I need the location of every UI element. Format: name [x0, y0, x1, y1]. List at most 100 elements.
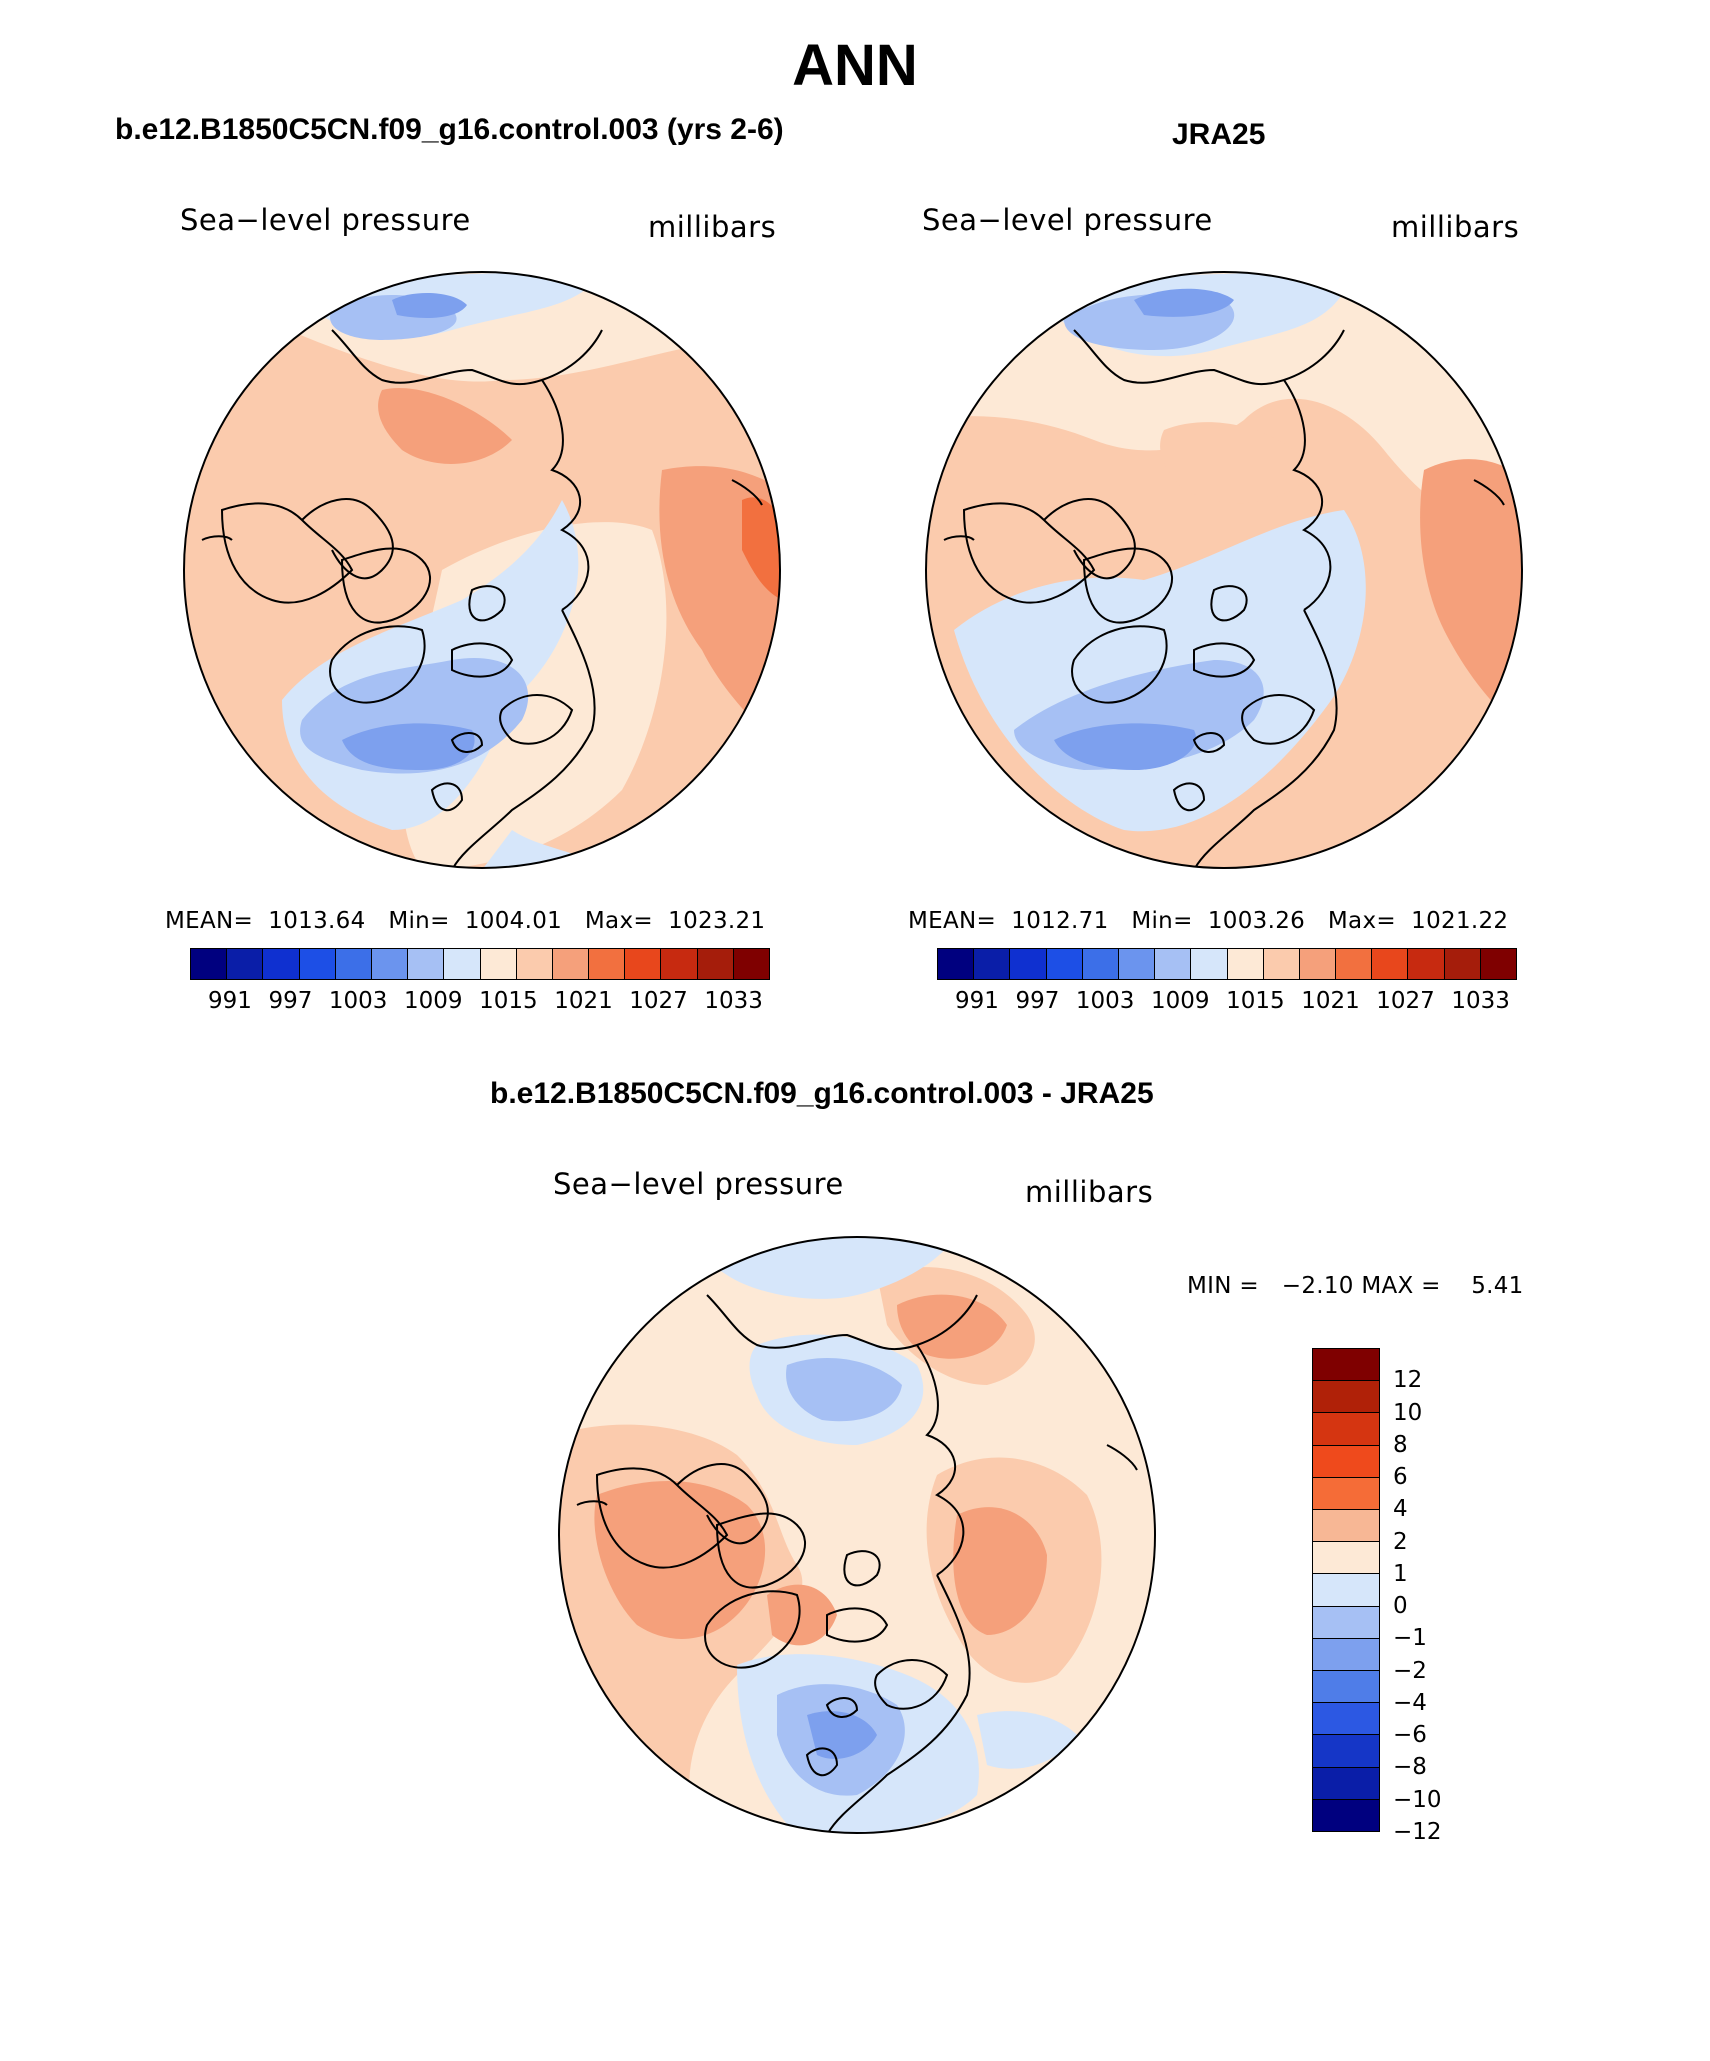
colorbar-tick-label: 991 [208, 988, 252, 1014]
colorbar-tick-label: 1003 [1075, 988, 1135, 1014]
colorbar-swatch [1313, 1477, 1379, 1511]
colorbar-tick-label: 6 [1393, 1464, 1408, 1491]
colorbar-swatch [1313, 1413, 1379, 1446]
variable-label-model: Sea−level pressure [180, 203, 471, 237]
colorbar-swatch [444, 949, 481, 979]
colorbar-obs [937, 948, 1517, 980]
colorbar-tick-label: −6 [1393, 1722, 1427, 1749]
colorbar-swatch [625, 949, 662, 979]
colorbar-tick-label: 8 [1393, 1431, 1408, 1458]
colorbar-tick-label: 1009 [1151, 988, 1210, 1014]
colorbar-tick-label: 10 [1393, 1399, 1423, 1426]
colorbar-swatch [1299, 949, 1337, 979]
polar-map-diff [558, 1236, 1156, 1834]
colorbar-swatch [1010, 949, 1047, 979]
colorbar-swatch [1313, 1767, 1379, 1800]
panel-title-obs: JRA25 [1172, 118, 1266, 151]
colorbar-swatch [1313, 1349, 1379, 1382]
colorbar-tick-label: −10 [1393, 1786, 1442, 1813]
colorbar-swatch [1372, 949, 1409, 979]
colorbar-swatch [661, 949, 698, 979]
colorbar-swatch [1408, 949, 1445, 979]
colorbar-swatch [1227, 949, 1264, 979]
colorbar-swatch [335, 949, 372, 979]
figure-title: ANN [792, 33, 918, 98]
colorbar-tick-label: 1009 [404, 988, 463, 1014]
colorbar-swatch [1313, 1574, 1379, 1607]
colorbar-tick-label: −4 [1393, 1689, 1427, 1716]
colorbar-swatch [1313, 1606, 1379, 1639]
polar-map-obs [925, 271, 1523, 869]
colorbar-model [190, 948, 770, 980]
colorbar-swatch [1480, 949, 1516, 979]
colorbar-swatch [1118, 949, 1156, 979]
colorbar-tick-label: 4 [1393, 1496, 1408, 1523]
polar-map-model [183, 271, 781, 869]
colorbar-tick-label: 1015 [1226, 988, 1285, 1014]
colorbar-swatch [516, 949, 553, 979]
colorbar-model-labels: 991 997 1003 1009 1015 1021 1027 1033 [208, 988, 763, 1014]
colorbar-tick-label: 997 [268, 988, 313, 1014]
colorbar-tick-label: 1 [1393, 1560, 1408, 1587]
colorbar-tick-label: 1003 [328, 988, 388, 1014]
colorbar-swatch [589, 949, 626, 979]
colorbar-swatch [1155, 949, 1192, 979]
colorbar-tick-label: 1021 [1301, 988, 1360, 1014]
colorbar-tick-label: 1033 [704, 988, 763, 1014]
colorbar-swatch [1313, 1671, 1379, 1704]
stats-obs: MEAN= 1012.71 Min= 1003.26 Max= 1021.22 [908, 908, 1509, 934]
colorbar-swatch [1191, 949, 1228, 979]
units-label-obs: millibars [1391, 210, 1520, 244]
colorbar-swatch [1313, 1510, 1379, 1543]
colorbar-tick-label: 1033 [1451, 988, 1510, 1014]
colorbar-swatch [552, 949, 590, 979]
colorbar-tick-label: 991 [955, 988, 999, 1014]
colorbar-tick-label: 2 [1393, 1528, 1408, 1555]
colorbar-swatch [1313, 1638, 1379, 1672]
colorbar-swatch [938, 949, 975, 979]
colorbar-swatch [299, 949, 336, 979]
colorbar-swatch [1313, 1703, 1379, 1736]
variable-label-obs: Sea−level pressure [922, 203, 1213, 237]
colorbar-tick-label: −2 [1393, 1657, 1427, 1684]
colorbar-diff-labels: 12 10 8 6 4 2 1 0 −1 −2 −4 −6 −8 −10 −12 [1393, 1348, 1493, 1845]
colorbar-tick-label: 1027 [629, 988, 688, 1014]
colorbar-swatch [1082, 949, 1119, 979]
colorbar-swatch [1313, 1445, 1379, 1478]
colorbar-swatch [1046, 949, 1083, 979]
colorbar-swatch [1263, 949, 1300, 979]
colorbar-swatch [1313, 1542, 1379, 1575]
colorbar-swatch [697, 949, 734, 979]
stats-diff: MIN = −2.10 MAX = 5.41 [1187, 1273, 1524, 1299]
colorbar-swatch [733, 949, 769, 979]
colorbar-tick-label: −12 [1393, 1819, 1442, 1845]
colorbar-swatch [1444, 949, 1481, 979]
colorbar-swatch [227, 949, 264, 979]
colorbar-swatch [1336, 949, 1373, 979]
colorbar-tick-label: 1027 [1376, 988, 1435, 1014]
colorbar-swatch [371, 949, 409, 979]
colorbar-swatch [1313, 1799, 1379, 1832]
units-label-model: millibars [648, 210, 777, 244]
colorbar-swatch [263, 949, 300, 979]
panel-title-diff: b.e12.B1850C5CN.f09_g16.control.003 - JR… [490, 1077, 1154, 1110]
stats-model: MEAN= 1013.64 Min= 1004.01 Max= 1023.21 [165, 908, 766, 934]
colorbar-tick-label: −8 [1393, 1754, 1427, 1781]
colorbar-obs-labels: 991 997 1003 1009 1015 1021 1027 1033 [955, 988, 1510, 1014]
colorbar-diff [1312, 1348, 1380, 1832]
units-label-diff: millibars [1025, 1175, 1154, 1209]
colorbar-swatch [191, 949, 228, 979]
colorbar-tick-label: 12 [1393, 1367, 1423, 1394]
colorbar-swatch [974, 949, 1011, 979]
colorbar-tick-label: 997 [1015, 988, 1060, 1014]
variable-label-diff: Sea−level pressure [553, 1167, 844, 1201]
colorbar-swatch [1313, 1381, 1379, 1414]
colorbar-tick-label: 1015 [479, 988, 538, 1014]
colorbar-tick-label: 1021 [554, 988, 613, 1014]
colorbar-tick-label: −1 [1393, 1625, 1427, 1652]
colorbar-swatch [1313, 1735, 1379, 1768]
panel-title-model: b.e12.B1850C5CN.f09_g16.control.003 (yrs… [115, 113, 784, 146]
colorbar-swatch [480, 949, 517, 979]
colorbar-tick-label: 0 [1393, 1593, 1408, 1620]
colorbar-swatch [408, 949, 445, 979]
